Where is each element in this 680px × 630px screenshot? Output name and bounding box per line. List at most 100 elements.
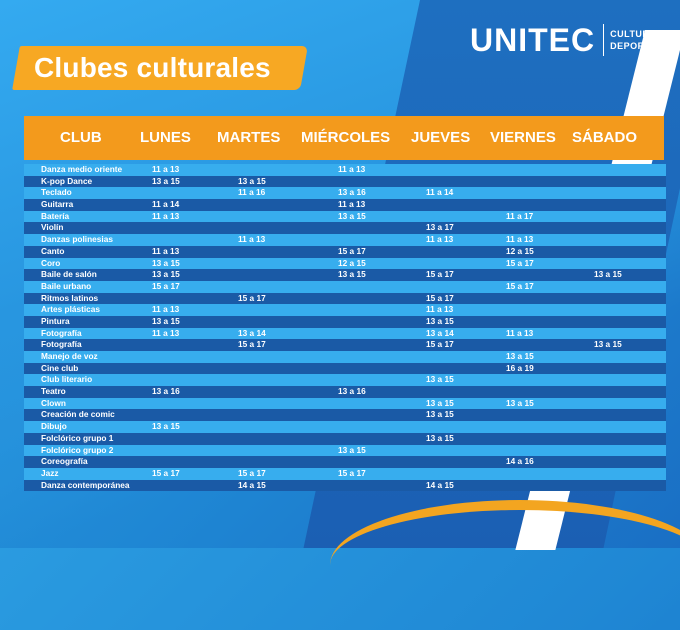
cell-jueves: 13 a 17 [426,222,454,233]
table-row: Baile de salón 13 a 15 13 a 15 15 a 17 13 a … [24,269,666,281]
table-header: CLUB LUNES MARTES MIÉRCOLES JUEVES VIERN… [24,116,664,160]
cell-lunes: 11 a 13 [152,164,180,174]
cell-jueves: 13 a 15 [426,432,454,443]
cell-jueves: 13 a 14 [426,327,454,338]
cell-miercoles: 13 a 15 [338,269,366,280]
cell-jueves: 13 a 15 [426,397,454,408]
cell-lunes: 13 a 15 [152,315,180,326]
cell-lunes: 11 a 13 [152,304,180,315]
table-row: Cine club 16 a 19 [24,362,666,375]
cell-martes: 13 a 14 [238,327,266,338]
cell-club: Baile urbano [41,280,92,291]
cell-club: Creación de comic [41,409,115,420]
header-miercoles: MIÉRCOLES [301,129,391,146]
cell-jueves: 11 a 13 [426,304,454,315]
cell-jueves: 13 a 15 [426,409,454,420]
cell-jueves: 15 a 17 [426,339,454,350]
cell-club: Jazz [41,467,59,478]
cell-miercoles: 13 a 15 [338,210,366,221]
table-row: K-pop Dance 13 a 15 13 a 15 [24,175,666,188]
table-row: Folclórico grupo 2 13 a 15 [24,444,666,457]
decorative-swoosh-orange [330,500,680,630]
cell-viernes: 14 a 16 [506,456,534,467]
cell-club: Violín [41,222,64,233]
cell-club: Guitarra [41,199,74,210]
cell-lunes: 13 a 15 [152,421,180,432]
header-sabado: SÁBADO [572,129,638,146]
cell-jueves: 13 a 15 [426,374,454,385]
cell-miercoles: 15 a 17 [338,245,366,256]
table-row: Manejo de voz 13 a 15 [24,351,666,363]
cell-lunes: 11 a 13 [152,245,180,256]
table-row: Folclórico grupo 1 13 a 15 [24,432,666,445]
table-row: Baile urbano 15 a 17 15 a 17 [24,280,666,293]
table-row: Coreografía 14 a 16 [24,456,666,468]
cell-club: Coreografía [41,456,88,467]
cell-lunes: 13 a 15 [152,257,180,268]
cell-club: Folclórico grupo 2 [41,444,114,455]
cell-viernes: 15 a 17 [506,257,534,268]
cell-viernes: 13 a 15 [506,351,534,361]
cell-jueves: 13 a 15 [426,315,454,326]
cell-club: Ritmos latinos [41,292,99,303]
table-row: Guitarra 11 a 14 11 a 13 [24,199,666,211]
cell-martes: 15 a 17 [238,339,266,350]
cell-club: K-pop Dance [41,175,93,186]
cell-jueves: 11 a 13 [426,234,454,245]
cell-club: Danza contemporánea [41,479,130,490]
cell-martes: 13 a 15 [238,175,266,186]
brand-tagline-line2: DEPORTES [610,41,664,51]
table-row: Teclado 11 a 16 13 a 16 11 a 14 [24,187,666,200]
cell-sabado: 13 a 15 [594,339,622,350]
cell-lunes: 11 a 14 [152,199,180,210]
cell-viernes: 12 a 15 [506,245,534,256]
table-row: Fotografía 15 a 17 15 a 17 13 a 15 [24,339,666,351]
header-viernes: VIERNES [490,129,556,146]
cell-club: Batería [41,210,70,221]
brand-divider [603,24,605,56]
cell-jueves: 15 a 17 [426,292,454,303]
cell-martes: 11 a 16 [238,187,266,198]
cell-viernes: 16 a 19 [506,362,534,373]
cell-lunes: 15 a 17 [152,467,180,478]
table-row: Coro 13 a 15 12 a 15 15 a 17 [24,257,666,270]
cell-club: Teclado [41,187,72,198]
table-row: Clown 13 a 15 13 a 15 [24,397,666,410]
table-row: Danza medio oriente 11 a 13 11 a 13 [24,164,666,176]
cell-miercoles: 11 a 13 [338,199,366,210]
cell-club: Artes plásticas [41,304,101,315]
table-row: Danza contemporánea 14 a 15 14 a 15 [24,479,666,492]
cell-martes: 11 a 13 [238,234,266,245]
cell-jueves: 11 a 14 [426,187,454,198]
header-club: CLUB [60,129,102,146]
cell-club: Folclórico grupo 1 [41,432,114,443]
cell-club: Dibujo [41,421,67,432]
brand-logo: UNITEC CULTURA Y DEPORTES [470,20,665,60]
cell-martes: 14 a 15 [238,479,266,490]
header-jueves: JUEVES [411,129,471,146]
page-title: Clubes culturales [34,52,271,83]
header-lunes: LUNES [140,129,191,146]
schedule-table-body: Danza medio oriente 11 a 13 11 a 13 K-pop D… [24,164,666,492]
brand-tagline-line1: CULTURA Y [610,29,666,39]
cell-martes: 15 a 17 [238,292,266,303]
cell-lunes: 13 a 15 [152,175,180,186]
cell-club: Danza medio oriente [41,164,123,174]
cell-lunes: 13 a 16 [152,386,180,397]
cell-lunes: 13 a 15 [152,269,180,280]
header-martes: MARTES [217,129,281,146]
table-row: Violín 13 a 17 [24,222,666,235]
table-row: Canto 11 a 13 15 a 17 12 a 15 [24,245,666,258]
cell-lunes: 11 a 13 [152,327,180,338]
table-row: Danzas polinesias 11 a 13 11 a 13 11 a 13 [24,234,666,246]
cell-club: Cine club [41,362,79,373]
cell-lunes: 15 a 17 [152,280,180,291]
table-row: Club literario 13 a 15 [24,374,666,387]
table-row: Jazz 15 a 17 15 a 17 15 a 17 [24,467,666,480]
cell-jueves: 14 a 15 [426,479,454,490]
cell-miercoles: 15 a 17 [338,467,366,478]
cell-miercoles: 12 a 15 [338,257,366,268]
cell-club: Fotografía [41,339,82,350]
cell-miercoles: 13 a 16 [338,187,366,198]
cell-club: Danzas polinesias [41,234,113,245]
